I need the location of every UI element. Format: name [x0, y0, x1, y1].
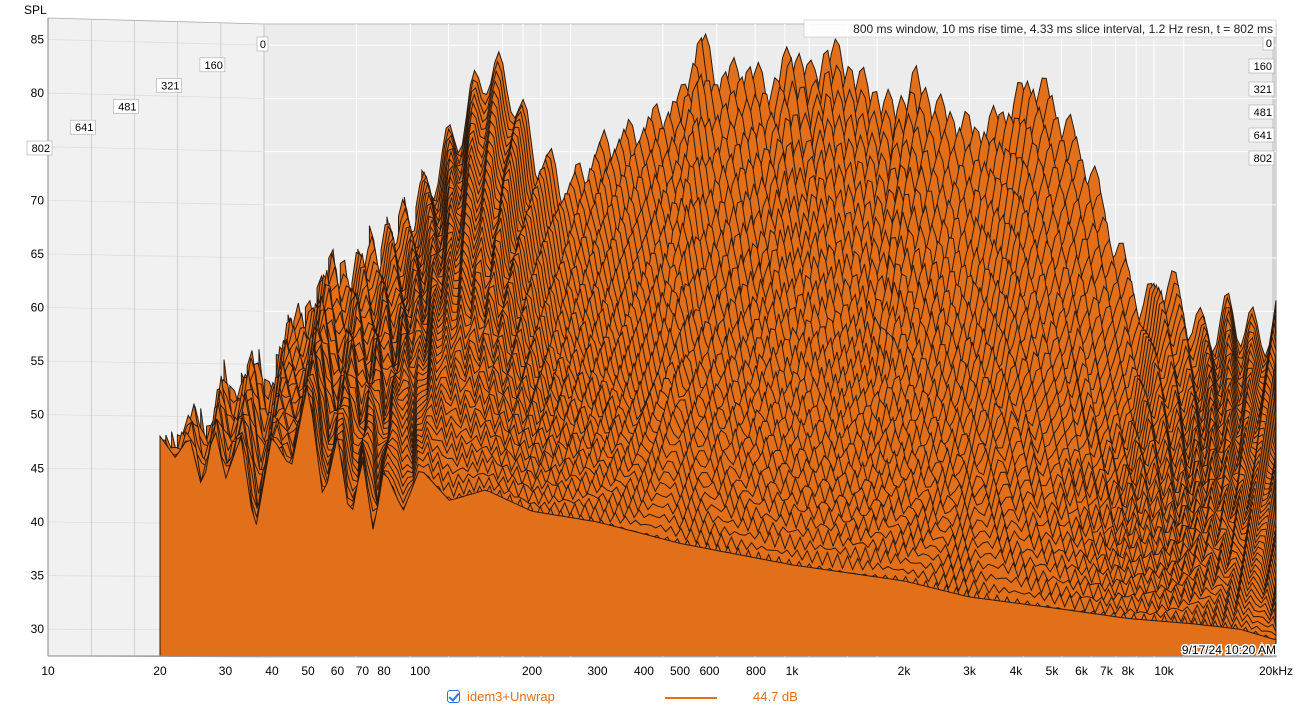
svg-text:321: 321 [1254, 84, 1272, 96]
z-tick-right: 802 [1248, 150, 1275, 166]
x-tick-label: 2k [898, 664, 912, 678]
x-tick-label: 8k [1122, 664, 1136, 678]
info-text: 800 ms window, 10 ms rise time, 4.33 ms … [853, 22, 1273, 36]
x-tick-label: 500 [670, 664, 690, 678]
svg-text:160: 160 [205, 60, 223, 72]
z-tick-left: 641 [70, 119, 96, 135]
z-tick-right: 641 [1248, 127, 1275, 143]
y-axis-title: SPL [24, 3, 47, 17]
svg-text:160: 160 [1254, 61, 1272, 73]
x-tick-label: 40 [265, 664, 279, 678]
svg-text:802: 802 [32, 143, 50, 155]
z-tick-right: 0 [1262, 35, 1275, 51]
x-tick-label: 200 [522, 664, 542, 678]
y-tick-label: 50 [31, 408, 45, 422]
x-tick-label: 30 [219, 664, 233, 678]
z-tick-left: 321 [156, 78, 182, 93]
y-tick-label: 35 [31, 569, 45, 583]
timestamp: 9/17/24 10:20 AM [1182, 643, 1276, 657]
x-tick-label: 400 [634, 664, 654, 678]
svg-text:802: 802 [1254, 153, 1272, 165]
legend-series-name[interactable]: idem3+Unwrap [467, 689, 555, 704]
y-tick-label: 45 [31, 461, 45, 475]
front-slice [159, 387, 1277, 657]
legend: idem3+Unwrap 44.7 dB [447, 688, 867, 708]
x-tick-label: 800 [746, 664, 766, 678]
grid-line-spl-side [47, 92, 265, 99]
info-box: 800 ms window, 10 ms rise time, 4.33 ms … [803, 19, 1277, 38]
grid-line-spl-side [47, 199, 265, 206]
x-tick-label: 1k [786, 664, 800, 678]
x-tick-label: 5k [1046, 664, 1060, 678]
x-tick-label: 6k [1075, 664, 1089, 678]
chart-axes: 3035404550556065707580851020304050607080… [26, 18, 1293, 678]
z-tick-left: 0 [256, 36, 269, 52]
y-tick-label: 70 [31, 193, 45, 207]
y-tick-label: 65 [31, 247, 45, 261]
x-tick-label: 600 [699, 664, 719, 678]
svg-text:481: 481 [118, 101, 136, 113]
y-tick-label: 85 [31, 32, 45, 46]
x-tick-label: 100 [410, 664, 430, 678]
grid-line-spl-side [47, 307, 265, 312]
z-tick-left: 802 [26, 140, 53, 156]
x-tick-label: 60 [331, 664, 345, 678]
svg-text:481: 481 [1254, 107, 1272, 119]
y-tick-label: 60 [31, 301, 45, 315]
x-tick-label: 50 [301, 664, 315, 678]
z-tick-right: 321 [1248, 81, 1275, 97]
y-tick-label: 55 [31, 354, 45, 368]
svg-text:641: 641 [75, 122, 93, 134]
grid-line-spl-side [47, 360, 265, 365]
z-tick-left: 481 [113, 99, 139, 114]
x-tick-label: 20 [153, 664, 167, 678]
grid-line-spl-side [47, 146, 265, 153]
z-tick-right: 160 [1248, 58, 1275, 74]
grid-line-spl-side [47, 253, 265, 259]
x-tick-label: 10 [41, 664, 55, 678]
svg-text:0: 0 [260, 39, 266, 51]
legend-line-swatch [665, 697, 717, 699]
legend-value: 44.7 dB [753, 689, 798, 704]
x-tick-label: 10k [1154, 664, 1174, 678]
chart-front-slice [159, 387, 1277, 657]
svg-text:321: 321 [161, 81, 179, 93]
x-tick-label: 3k [963, 664, 977, 678]
y-tick-label: 30 [31, 622, 45, 636]
x-tick-label: 4k [1010, 664, 1024, 678]
x-tick-label: 7k [1100, 664, 1114, 678]
svg-text:641: 641 [1254, 130, 1272, 142]
z-tick-right: 481 [1248, 104, 1275, 120]
svg-text:0: 0 [1266, 38, 1272, 50]
y-tick-label: 80 [31, 86, 45, 100]
y-tick-label: 40 [31, 515, 45, 529]
x-tick-label: 20kHz [1259, 664, 1293, 678]
x-tick-label: 70 [356, 664, 370, 678]
z-tick-left: 160 [199, 57, 226, 73]
grid-line-spl-side [47, 39, 265, 46]
x-tick-label: 300 [587, 664, 607, 678]
x-tick-label: 80 [377, 664, 391, 678]
series-checkbox[interactable] [447, 690, 460, 703]
